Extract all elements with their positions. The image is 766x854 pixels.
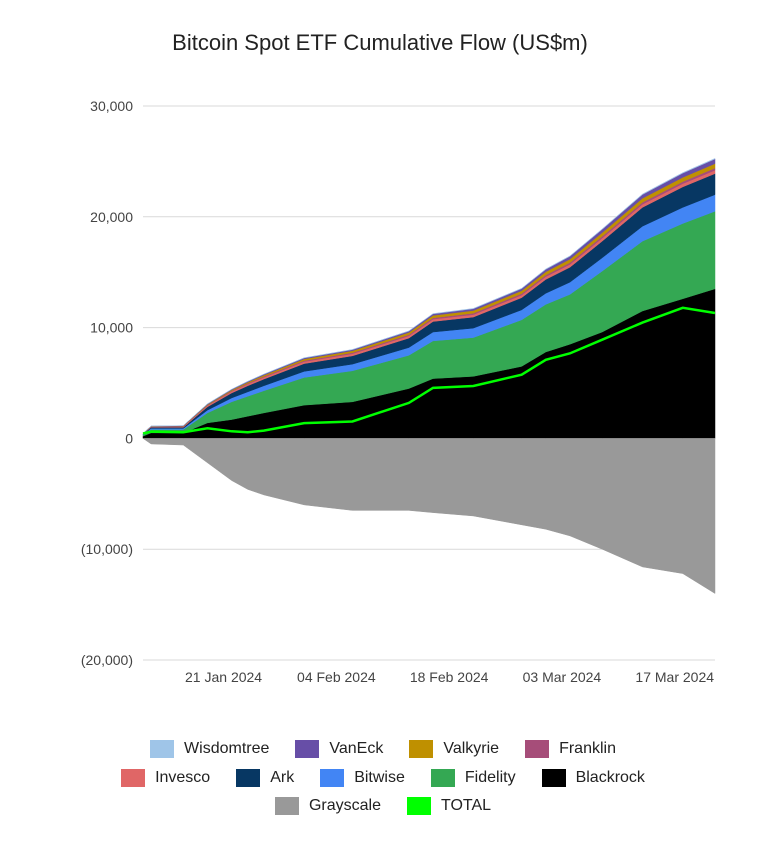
legend-label: Valkyrie	[443, 740, 500, 757]
x-tick-label: 04 Feb 2024	[297, 669, 376, 685]
legend-item-grayscale[interactable]: Grayscale	[274, 797, 381, 815]
legend-swatch	[320, 769, 345, 787]
legend-label: Grayscale	[308, 797, 381, 814]
legend-label: Invesco	[155, 769, 211, 786]
legend-swatch	[525, 740, 550, 758]
legend-label: VanEck	[329, 740, 384, 757]
legend-label: Bitwise	[354, 769, 405, 786]
legend-swatch	[121, 769, 146, 787]
legend-row: Wisdomtree VanEck Valkyrie Franklin	[0, 740, 766, 758]
legend-row: Invesco Ark Bitwise Fidelity Blackrock	[0, 769, 766, 787]
legend-label: Wisdomtree	[184, 740, 270, 757]
y-tick-label: (20,000)	[81, 652, 133, 668]
legend-item-valkyrie[interactable]: Valkyrie	[409, 740, 499, 758]
legend-swatch	[430, 769, 455, 787]
y-tick-label: 30,000	[90, 98, 133, 114]
legend-item-total[interactable]: TOTAL	[406, 797, 492, 815]
area-wisdomtree	[142, 158, 716, 434]
y-tick-label: 10,000	[90, 320, 133, 336]
legend-item-franklin[interactable]: Franklin	[525, 740, 616, 758]
legend-swatch	[295, 740, 320, 758]
legend-item-invesco[interactable]: Invesco	[121, 769, 210, 787]
legend-swatch	[541, 769, 566, 787]
legend-item-ark[interactable]: Ark	[236, 769, 294, 787]
legend-swatch	[409, 740, 434, 758]
x-tick-label: 17 Mar 2024	[635, 669, 714, 685]
legend-swatch	[150, 740, 175, 758]
y-tick-label: (10,000)	[81, 541, 133, 557]
chart-title: Bitcoin Spot ETF Cumulative Flow (US$m)	[172, 30, 588, 55]
x-tick-label: 18 Feb 2024	[410, 669, 489, 685]
x-tick-label: 03 Mar 2024	[523, 669, 602, 685]
legend-label: TOTAL	[440, 797, 492, 814]
legend-label: Ark	[270, 769, 295, 786]
legend-swatch	[274, 797, 299, 815]
legend-item-fidelity[interactable]: Fidelity	[430, 769, 516, 787]
legend-item-blackrock[interactable]: Blackrock	[541, 769, 645, 787]
area-grayscale	[142, 438, 716, 594]
legend-item-wisdomtree[interactable]: Wisdomtree	[150, 740, 269, 758]
y-tick-label: 0	[125, 430, 133, 446]
legend-item-bitwise[interactable]: Bitwise	[320, 769, 405, 787]
legend-item-vaneck[interactable]: VanEck	[295, 740, 383, 758]
legend-label: Fidelity	[464, 769, 516, 786]
x-tick-label: 21 Jan 2024	[185, 669, 262, 685]
line-total	[142, 306, 716, 435]
legend-label: Franklin	[559, 740, 616, 757]
legend-swatch	[406, 797, 431, 815]
legend-label: Blackrock	[575, 769, 645, 786]
legend-swatch	[236, 769, 261, 787]
y-tick-label: 20,000	[90, 209, 133, 225]
legend-row: Grayscale TOTAL	[0, 797, 766, 815]
